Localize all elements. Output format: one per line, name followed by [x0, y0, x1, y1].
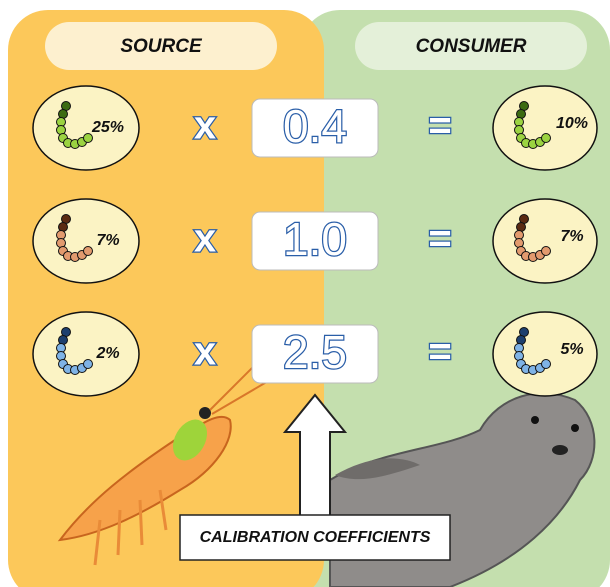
- source-header: SOURCE: [120, 36, 203, 57]
- rows: 25% x 0.4 = 10% 7% x 1.0 = 7% 2% x 2.5 = 5%: [32, 85, 598, 397]
- molecule: [83, 359, 93, 369]
- consumer-header-box: [355, 22, 587, 70]
- consumer-header: CONSUMER: [416, 36, 527, 57]
- coefficient: 2.5: [283, 326, 347, 378]
- coefficient-box: [251, 211, 379, 271]
- source-percent: 25%: [91, 119, 124, 136]
- fatty-acid-icon: [56, 214, 93, 262]
- consumer-percent: 5%: [560, 341, 583, 358]
- equals: =: [428, 330, 451, 374]
- consumer-circle: [492, 85, 598, 171]
- coefficient: 1.0: [283, 213, 347, 265]
- molecule: [83, 133, 93, 143]
- fatty-acid-icon: [56, 101, 93, 149]
- consumer-circle: [492, 198, 598, 284]
- equals: =: [428, 217, 451, 261]
- coefficient-box: [251, 324, 379, 384]
- operator: x: [194, 104, 216, 148]
- molecule: [541, 359, 551, 369]
- fatty-acid-icon: [514, 214, 551, 262]
- fatty-acid-icon: [514, 101, 551, 149]
- operator: x: [194, 217, 216, 261]
- molecule: [541, 133, 551, 143]
- fatty-acid-icon: [514, 327, 551, 375]
- molecule: [83, 246, 93, 256]
- source-circle: [32, 311, 140, 397]
- coefficient: 0.4: [283, 100, 347, 152]
- consumer-circle: [492, 311, 598, 397]
- source-percent: 7%: [96, 232, 119, 249]
- consumer-percent: 7%: [560, 228, 583, 245]
- calibration-label: CALIBRATION COEFFICIENTS: [200, 529, 431, 546]
- operator: x: [194, 330, 216, 374]
- fatty-acid-icon: [56, 327, 93, 375]
- source-circle: [32, 85, 140, 171]
- source-header-box: [45, 22, 277, 70]
- consumer-percent: 10%: [556, 115, 588, 132]
- source-percent: 2%: [95, 345, 119, 362]
- coefficient-box: [251, 98, 379, 158]
- equals: =: [428, 104, 451, 148]
- krill: [57, 359, 271, 566]
- molecule: [541, 246, 551, 256]
- calibration-box: [179, 514, 451, 561]
- source-circle: [32, 198, 140, 284]
